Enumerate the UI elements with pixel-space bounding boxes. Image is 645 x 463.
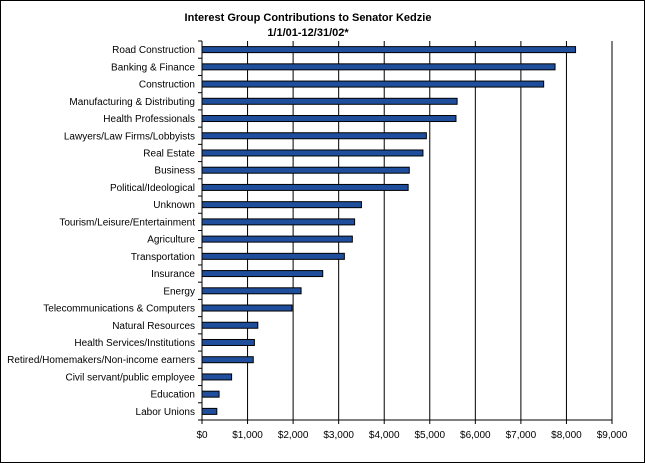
x-tick-label: $5,000 bbox=[414, 430, 445, 441]
category-label: Retired/Homemakers/Non-income earners bbox=[7, 355, 195, 366]
category-label: Telecommunications & Computers bbox=[43, 304, 195, 315]
category-label: Manufacturing & Distributing bbox=[69, 97, 195, 108]
category-label: Agriculture bbox=[147, 235, 195, 246]
category-label: Tourism/Leisure/Entertainment bbox=[59, 217, 195, 228]
category-label: Labor Unions bbox=[136, 407, 195, 418]
x-tick-label: $1,000 bbox=[232, 430, 263, 441]
chart-title: Interest Group Contributions to Senator … bbox=[185, 12, 432, 24]
category-label: Lawyers/Law Firms/Lobbyists bbox=[64, 131, 195, 142]
category-label: Health Professionals bbox=[103, 114, 195, 125]
bar bbox=[201, 304, 293, 312]
bar bbox=[201, 201, 362, 209]
category-label: Natural Resources bbox=[112, 321, 195, 332]
category-label: Health Services/Institutions bbox=[74, 338, 195, 349]
category-label: Transportation bbox=[131, 252, 195, 263]
bars bbox=[201, 46, 577, 415]
bar bbox=[201, 321, 259, 329]
x-tick-label: $4,000 bbox=[369, 430, 400, 441]
bar bbox=[201, 287, 302, 295]
x-tick-label: $8,000 bbox=[551, 430, 582, 441]
x-tick-label: $2,000 bbox=[278, 430, 309, 441]
bar bbox=[201, 132, 427, 140]
x-tick-label: $0 bbox=[196, 430, 208, 441]
bar bbox=[201, 183, 409, 191]
bar bbox=[201, 115, 457, 123]
bar bbox=[201, 46, 577, 54]
chart-subtitle: 1/1/01-12/31/02* bbox=[267, 27, 349, 39]
category-label: Unknown bbox=[153, 200, 195, 211]
bar bbox=[201, 356, 254, 364]
bar bbox=[201, 407, 218, 415]
category-label: Insurance bbox=[151, 269, 195, 280]
category-labels: Road Construction Banking & Finance Constr… bbox=[7, 45, 195, 418]
bar bbox=[201, 390, 220, 398]
category-label: Road Construction bbox=[112, 45, 195, 56]
x-tick-label: $6,000 bbox=[460, 430, 491, 441]
axes bbox=[198, 40, 613, 424]
category-label: Political/Ideological bbox=[110, 183, 195, 194]
bar bbox=[201, 235, 353, 243]
category-label: Energy bbox=[163, 286, 195, 297]
bar bbox=[201, 218, 356, 226]
bar bbox=[201, 373, 233, 381]
category-label: Banking & Finance bbox=[111, 62, 195, 73]
bar bbox=[201, 270, 324, 278]
category-label: Real Estate bbox=[143, 148, 195, 159]
category-label: Education bbox=[151, 390, 195, 401]
x-tick-label: $3,000 bbox=[323, 430, 354, 441]
category-label: Civil servant/public employee bbox=[65, 372, 195, 383]
bar bbox=[201, 80, 545, 88]
bar bbox=[201, 338, 255, 346]
x-tick-label: $7,000 bbox=[506, 430, 537, 441]
bar bbox=[201, 97, 458, 105]
bar bbox=[201, 166, 410, 174]
x-tick-label: $9,000 bbox=[597, 430, 628, 441]
category-label: Business bbox=[154, 166, 195, 177]
x-tick-labels: $0 $1,000 $2,000 $3,000 $4,000 $5,000 $6,000 $7… bbox=[196, 430, 627, 441]
bar bbox=[201, 149, 424, 157]
bar bbox=[201, 63, 556, 71]
category-label: Construction bbox=[139, 80, 195, 91]
bar bbox=[201, 252, 345, 260]
